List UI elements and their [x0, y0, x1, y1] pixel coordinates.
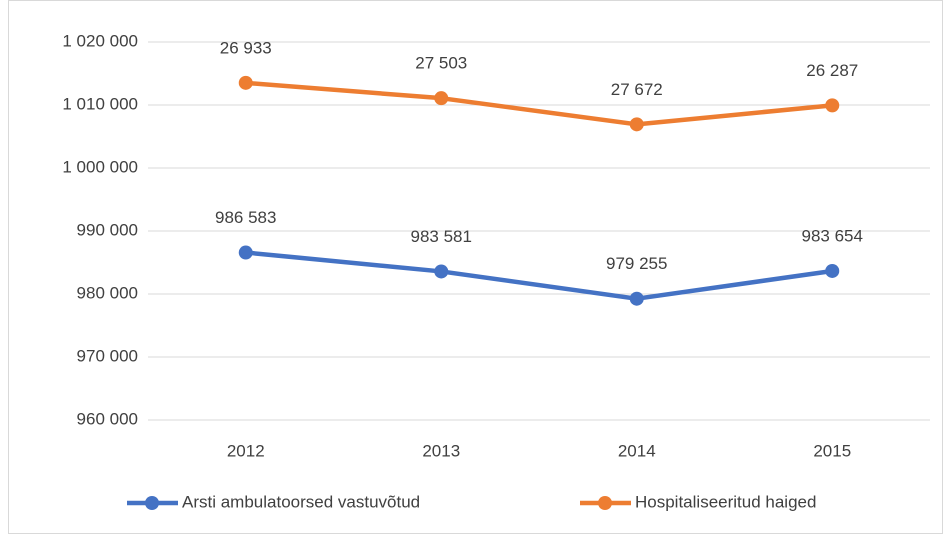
point	[825, 263, 840, 278]
point	[238, 245, 253, 260]
point	[434, 264, 449, 279]
y-tick-label: 1 000 000	[62, 157, 138, 176]
point	[629, 291, 644, 306]
y-tick-label: 1 020 000	[62, 31, 138, 50]
x-tick-label: 2015	[813, 441, 851, 460]
point	[629, 117, 644, 132]
data-label: 986 583	[215, 208, 276, 227]
data-label: 27 503	[415, 54, 467, 73]
point	[238, 75, 253, 90]
data-label: 26 933	[220, 38, 272, 57]
chart-border	[8, 0, 943, 534]
legend-label: Hospitaliseeritud haiged	[635, 492, 816, 511]
data-label: 27 672	[611, 80, 663, 99]
legend-label: Arsti ambulatoorsed vastuvõtud	[182, 492, 420, 511]
x-tick-label: 2012	[227, 441, 265, 460]
x-tick-label: 2014	[618, 441, 656, 460]
data-label: 983 581	[411, 227, 472, 246]
y-tick-label: 960 000	[77, 409, 138, 428]
y-tick-label: 970 000	[77, 346, 138, 365]
point	[825, 98, 840, 113]
y-tick-label: 990 000	[77, 220, 138, 239]
legend-marker	[598, 496, 612, 510]
data-label: 983 654	[802, 226, 863, 245]
legend-marker	[145, 496, 159, 510]
point	[434, 91, 449, 106]
x-tick-label: 2013	[422, 441, 460, 460]
data-label: 26 287	[806, 61, 858, 80]
data-label: 979 255	[606, 254, 667, 273]
series-line	[245, 80, 833, 127]
y-tick-label: 980 000	[77, 283, 138, 302]
series-line	[245, 250, 833, 301]
y-tick-label: 1 010 000	[62, 94, 138, 113]
